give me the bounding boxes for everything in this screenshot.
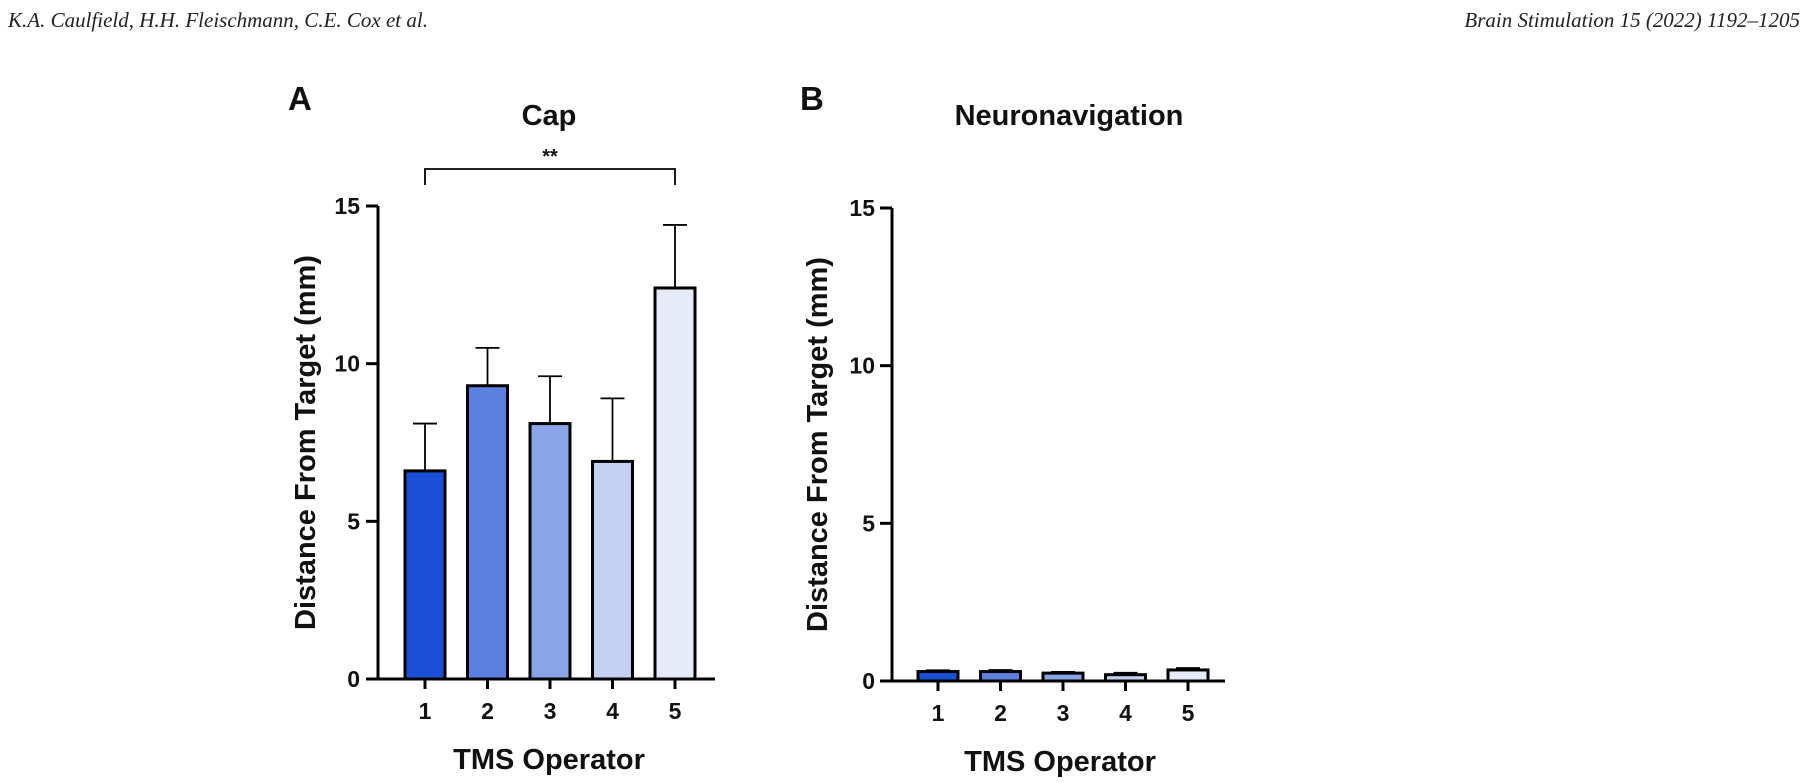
y-tick-label: 5 (862, 510, 875, 536)
x-tick-label: 3 (1057, 700, 1070, 726)
y-tick-label: 0 (347, 666, 360, 692)
running-header-journal: Brain Stimulation 15 (2022) 1192–1205 (1464, 8, 1800, 32)
x-tick-label: 5 (669, 698, 682, 724)
y-tick-label: 5 (347, 508, 360, 534)
panel-letter: B (800, 80, 824, 117)
bar-operator-2 (979, 670, 1022, 683)
x-tick-label: 4 (1119, 700, 1132, 726)
panel-letter: A (288, 80, 312, 117)
running-header-authors: K.A. Caulfield, H.H. Fleischmann, C.E. C… (8, 8, 428, 32)
significance-bracket (424, 168, 676, 185)
bar-operator-3 (528, 422, 572, 681)
y-tick-label: 15 (334, 193, 360, 219)
bar-operator-2 (466, 384, 509, 681)
chart-panel-b: B Neuronavigation 0 5 10 15 1 2 3 4 5 TMS Operator D… (800, 80, 1225, 778)
y-tick-label: 10 (849, 353, 875, 379)
bar-operator-5 (653, 286, 697, 681)
bar-operator-5 (1166, 668, 1210, 683)
y-tick-label: 10 (334, 351, 360, 377)
chart-title: Neuronavigation (955, 100, 1184, 132)
chart-title: Cap (522, 100, 577, 132)
x-tick-label: 5 (1182, 700, 1195, 726)
bar-operator-4 (591, 459, 634, 681)
bar-operator-3 (1041, 671, 1085, 683)
x-tick-label: 2 (481, 698, 494, 724)
y-axis-title: Distance From Target (mm) (290, 255, 322, 630)
x-tick-label: 4 (606, 698, 619, 724)
significance-label: ** (542, 146, 558, 168)
x-axis-title: TMS Operator (964, 746, 1156, 778)
x-tick-label: 2 (994, 700, 1007, 726)
x-tick-label: 1 (419, 698, 432, 724)
y-tick-label: 15 (849, 195, 875, 221)
x-axis-title: TMS Operator (453, 744, 645, 776)
x-tick-label: 1 (932, 700, 945, 726)
chart-panel-a: A Cap 0 5 10 15 1 2 3 4 5 TMS Operator Distance From… (288, 80, 715, 776)
bar-operator-1 (403, 469, 447, 681)
bar-operator-1 (916, 670, 960, 683)
y-tick-label: 0 (862, 668, 875, 694)
x-tick-label: 3 (544, 698, 557, 724)
y-axis-title: Distance From Target (mm) (802, 257, 834, 632)
bar-operator-4 (1104, 673, 1147, 683)
